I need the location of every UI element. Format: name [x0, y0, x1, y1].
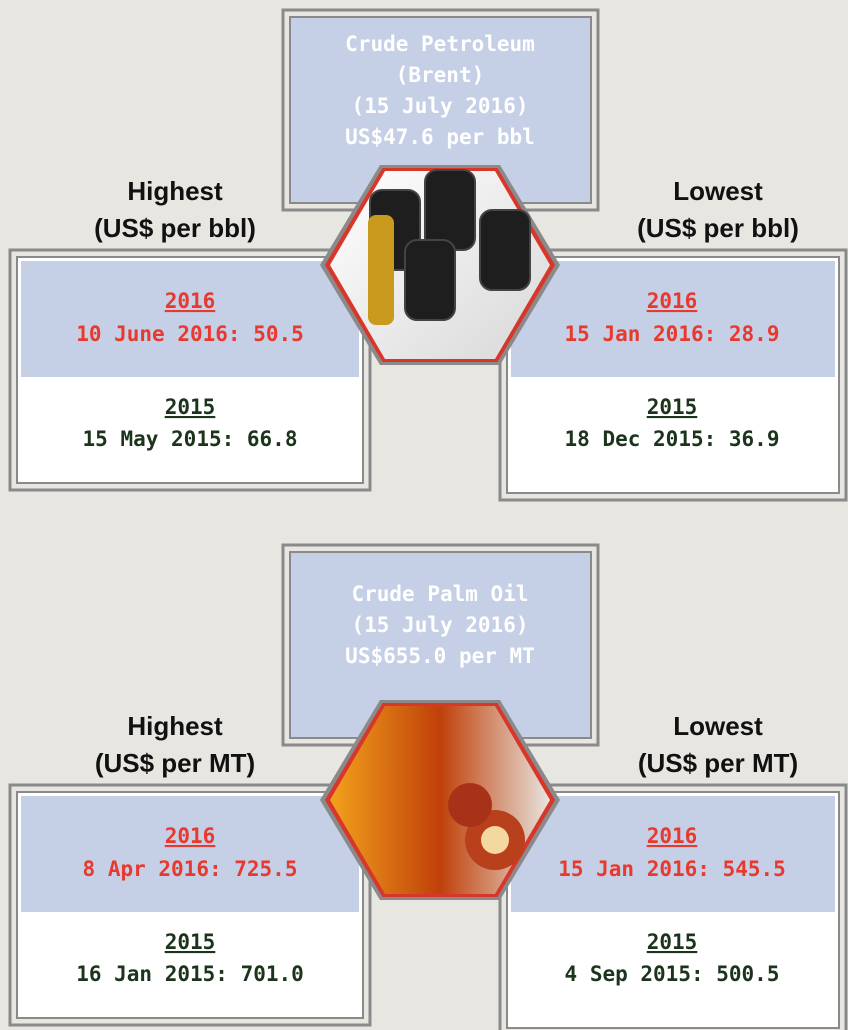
highest-label: Highest: [127, 711, 223, 741]
barrel-icon: [424, 169, 476, 251]
highest-label: Highest: [127, 176, 223, 206]
year-2015: 2015: [647, 395, 698, 419]
value-2016: 10 June 2016: 50.5: [76, 322, 304, 346]
palm-fruit: [448, 783, 492, 827]
year-2016: 2016: [647, 289, 698, 313]
lowest-label: Lowest: [673, 711, 763, 741]
highest-label: (US$ per bbl): [94, 213, 256, 243]
box-header: [511, 796, 835, 912]
center-text: US$47.6 per bbl: [345, 125, 535, 149]
value-2015: 16 Jan 2015: 701.0: [76, 962, 304, 986]
year-2015: 2015: [165, 930, 216, 954]
highest-label: (US$ per MT): [95, 748, 255, 778]
palm-fruit: [481, 826, 509, 854]
center-text: (15 July 2016): [351, 613, 528, 637]
year-2016: 2016: [647, 824, 698, 848]
lowest-label: (US$ per bbl): [637, 213, 799, 243]
year-2015: 2015: [165, 395, 216, 419]
center-text: Crude Petroleum: [345, 32, 535, 56]
lowest-label: Lowest: [673, 176, 763, 206]
year-2016: 2016: [165, 824, 216, 848]
year-2015: 2015: [647, 930, 698, 954]
center-text: US$655.0 per MT: [345, 644, 535, 668]
value-2016: 15 Jan 2016: 28.9: [565, 322, 780, 346]
box-header: [21, 796, 359, 912]
barrel-icon: [479, 209, 531, 291]
center-text: (15 July 2016): [351, 94, 528, 118]
center-text: (Brent): [396, 63, 485, 87]
value-2016: 15 Jan 2016: 545.5: [558, 857, 786, 881]
dollar-icon: [368, 215, 394, 325]
center-text: Crude Palm Oil: [351, 582, 528, 606]
year-2016: 2016: [165, 289, 216, 313]
box-header: [21, 261, 359, 377]
box-header: [511, 261, 835, 377]
value-2015: 18 Dec 2015: 36.9: [565, 427, 780, 451]
value-2015: 15 May 2015: 66.8: [83, 427, 298, 451]
lowest-label: (US$ per MT): [638, 748, 798, 778]
value-2015: 4 Sep 2015: 500.5: [565, 962, 780, 986]
barrel-icon: [404, 239, 456, 321]
value-2016: 8 Apr 2016: 725.5: [83, 857, 298, 881]
